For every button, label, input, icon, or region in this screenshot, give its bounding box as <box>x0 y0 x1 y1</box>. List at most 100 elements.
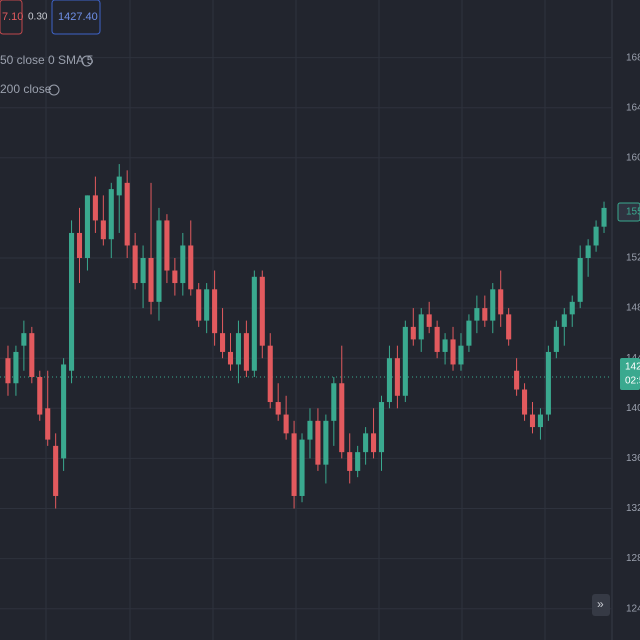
scroll-button[interactable] <box>592 594 610 616</box>
candle-body <box>283 414 289 434</box>
candle-body <box>522 389 528 415</box>
candle-body <box>259 276 265 346</box>
candle-body <box>5 358 11 384</box>
candle-body <box>220 333 226 352</box>
y-tick-label: 128 <box>626 553 640 564</box>
candle-body <box>251 276 257 371</box>
candle-body <box>196 289 202 321</box>
indicator-label: 200 close <box>0 82 52 96</box>
candle-body <box>386 358 392 403</box>
candle-body <box>577 258 583 302</box>
y-tick-label: 160 <box>626 152 640 163</box>
y-tick-label: 124 <box>626 603 640 614</box>
candle-body <box>69 232 75 371</box>
candle-body <box>593 226 599 246</box>
candle-body <box>402 326 408 396</box>
candle-body <box>29 333 35 377</box>
candle-body <box>132 245 138 284</box>
candle-body <box>355 452 361 471</box>
candle-body <box>108 189 114 240</box>
candle-body <box>561 314 567 327</box>
candle-body <box>569 301 575 315</box>
y-tick-label: 152 <box>626 253 640 264</box>
change-box <box>0 0 23 35</box>
indicator-label: 50 close 0 SMA 5 <box>0 53 94 67</box>
candle-body <box>45 408 51 440</box>
current-price: 142 <box>625 362 640 373</box>
candle-body <box>291 433 297 496</box>
vertical-grid <box>45 0 546 640</box>
candle-body <box>410 326 416 340</box>
candle-body <box>76 232 83 259</box>
candle-body <box>537 414 543 428</box>
hide-icon[interactable] <box>48 84 60 96</box>
candle-body <box>148 258 154 302</box>
candle-body <box>585 245 591 259</box>
y-tick-label: 164 <box>626 102 640 113</box>
candle-body <box>323 420 329 465</box>
candle-body <box>450 339 456 365</box>
candle-body <box>498 289 504 315</box>
candle-body <box>442 339 448 352</box>
candle-body <box>482 308 488 321</box>
candle-body <box>243 333 249 371</box>
y-tick-label: 132 <box>626 503 640 514</box>
candle-body <box>434 326 440 352</box>
y-tick-label: 136 <box>626 453 640 464</box>
candle-body <box>394 358 400 396</box>
candle-body <box>164 220 170 271</box>
candle-body <box>140 258 146 284</box>
candle-body <box>601 207 607 227</box>
candle-body <box>458 345 464 365</box>
price-tag-text: 155 <box>626 207 640 218</box>
candle-body <box>299 439 305 496</box>
candle-body <box>84 195 90 259</box>
candle-body <box>172 270 178 284</box>
candle-body <box>315 420 321 465</box>
current-price-tag <box>620 358 640 390</box>
candle-body <box>418 314 424 340</box>
y-tick-label: 168 <box>626 52 640 63</box>
candle-body <box>529 414 536 428</box>
candle-body <box>545 351 551 415</box>
candle-body <box>378 402 385 453</box>
candle-body <box>235 333 241 365</box>
candle-body <box>363 433 369 453</box>
candle-body <box>156 220 162 302</box>
price: 1427.40 <box>58 11 98 23</box>
candle-body <box>490 289 496 321</box>
candle-body <box>426 314 432 327</box>
candle-body <box>13 351 19 384</box>
candle-body <box>204 289 210 321</box>
candle-body <box>466 320 472 346</box>
candle-body <box>347 452 353 471</box>
price-tag <box>617 202 640 222</box>
candle-body <box>37 376 43 415</box>
candle-body <box>21 333 27 346</box>
candle-body <box>506 314 512 340</box>
candle-body <box>514 370 520 390</box>
candle-body <box>307 420 313 440</box>
candle-body <box>188 245 194 290</box>
change-pct: 0.30 <box>28 12 48 23</box>
y-tick-label: 148 <box>626 303 640 314</box>
candle-body <box>474 308 480 321</box>
candle-body <box>61 364 67 459</box>
price-box <box>51 0 101 35</box>
candle-body <box>331 383 337 421</box>
candle-body <box>92 195 98 221</box>
candle-body <box>124 182 130 246</box>
candle-body <box>275 402 281 415</box>
candle-body <box>267 345 273 403</box>
countdown: 02:5 <box>625 376 640 387</box>
candle-body <box>227 351 234 365</box>
scroll-icon[interactable]: » <box>597 597 604 611</box>
candle-body <box>116 176 122 196</box>
candle-body <box>53 445 59 496</box>
candle-body <box>100 220 106 240</box>
candle-body <box>371 433 377 453</box>
y-tick-label: 140 <box>626 403 640 414</box>
hide-icon[interactable] <box>81 55 93 67</box>
candle-body <box>212 289 218 334</box>
